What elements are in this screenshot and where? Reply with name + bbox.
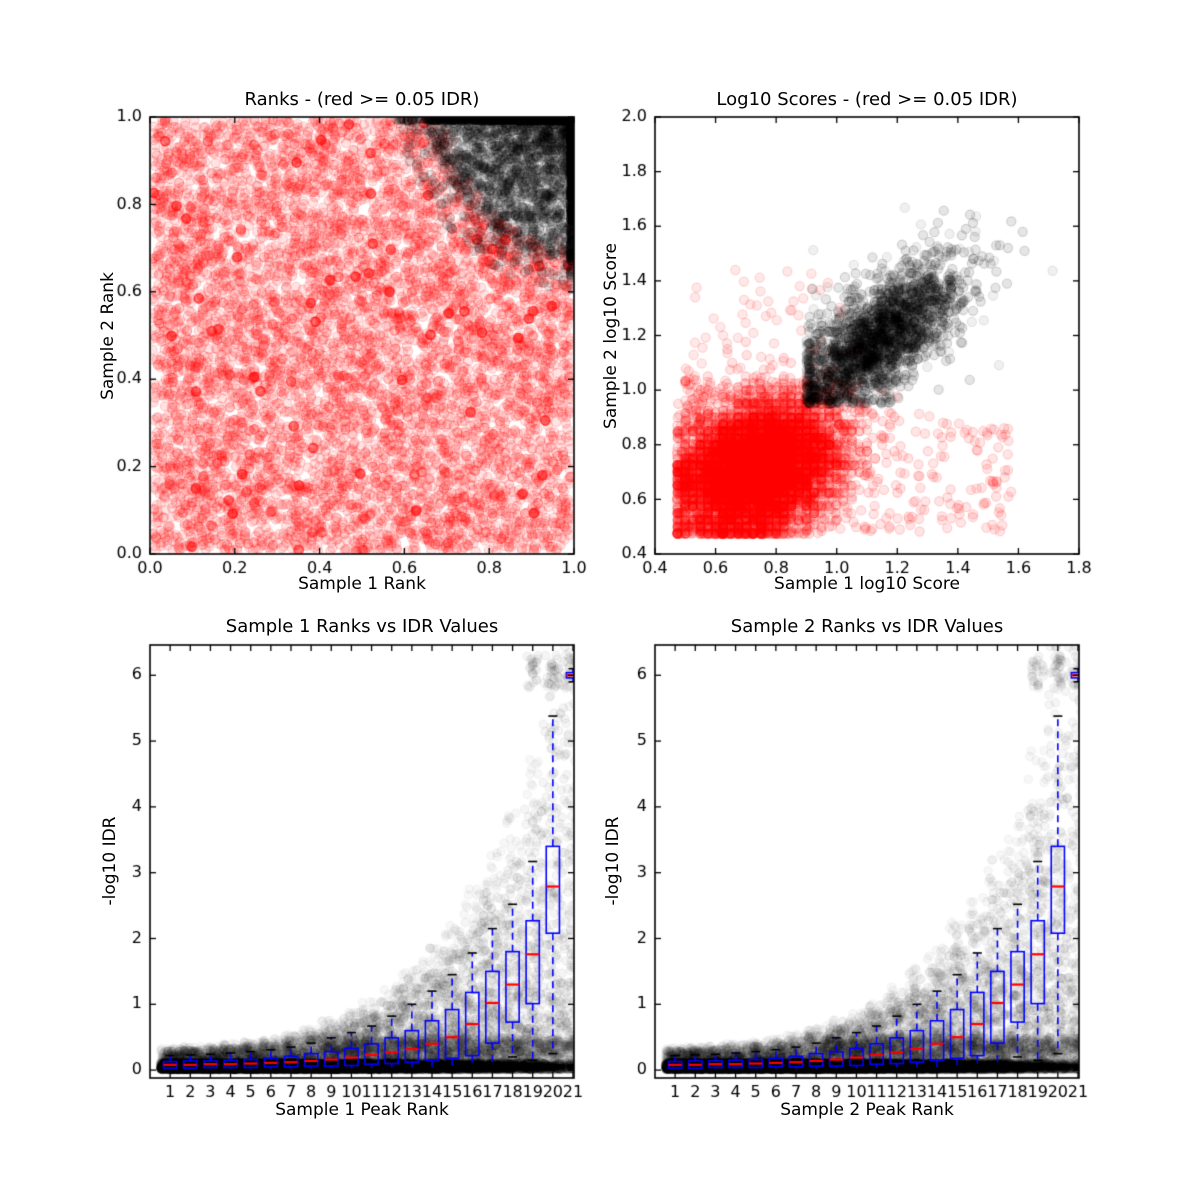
sample2-box-ylabel: -log10 IDR [603, 816, 623, 906]
score-scatter-title: Log10 Scores - (red >= 0.05 IDR) [716, 89, 1018, 110]
score-scatter-xlabel: Sample 1 log10 Score [774, 574, 960, 594]
sample1-box-ylabel: -log10 IDR [100, 816, 120, 906]
sample2-box-title: Sample 2 Ranks vs IDR Values [730, 616, 1004, 637]
sample1-box-title: Sample 1 Ranks vs IDR Values [225, 616, 499, 637]
score-scatter-ylabel: Sample 2 log10 Score [601, 243, 621, 429]
sample1-box-xlabel: Sample 1 Peak Rank [275, 1100, 449, 1120]
sample2-box-xlabel: Sample 2 Peak Rank [780, 1100, 954, 1120]
rank-scatter-xlabel: Sample 1 Rank [298, 574, 426, 594]
rank-scatter-ylabel: Sample 2 Rank [98, 272, 118, 400]
rank-scatter-title: Ranks - (red >= 0.05 IDR) [244, 89, 480, 110]
